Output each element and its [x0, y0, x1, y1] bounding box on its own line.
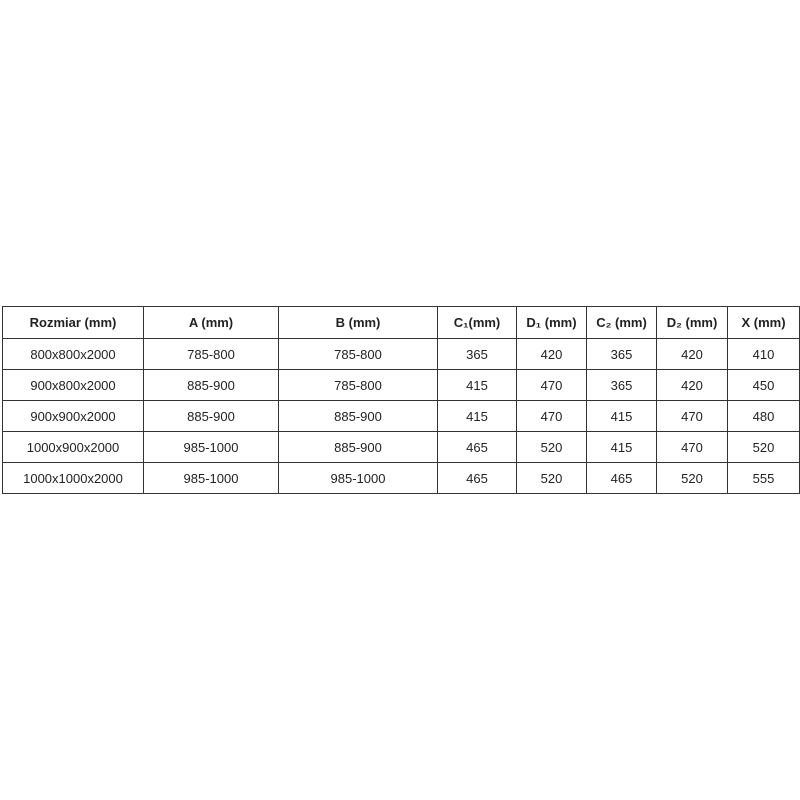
table-cell: 800x800x2000 — [2, 338, 144, 370]
table-cell: 420 — [516, 338, 587, 370]
table-cell: 520 — [727, 431, 800, 463]
table-cell: 520 — [656, 462, 728, 494]
table-cell: 410 — [727, 338, 800, 370]
table-cell: 465 — [437, 462, 517, 494]
table-cell: 520 — [516, 462, 587, 494]
table-cell: 1000x900x2000 — [2, 431, 144, 463]
table-cell: 480 — [727, 400, 800, 432]
table-cell: 450 — [727, 369, 800, 401]
column-header: B (mm) — [278, 306, 438, 339]
column-header: D₁ (mm) — [516, 306, 587, 339]
table-cell: 885-900 — [143, 369, 279, 401]
column-header: C₁(mm) — [437, 306, 517, 339]
table-cell: 415 — [437, 400, 517, 432]
table-cell: 420 — [656, 369, 728, 401]
table-cell: 465 — [437, 431, 517, 463]
table-cell: 885-900 — [278, 431, 438, 463]
column-header: X (mm) — [727, 306, 800, 339]
table-cell: 885-900 — [278, 400, 438, 432]
table-row: 800x800x2000 785-800 785-800 365 420 365 420 41… — [2, 338, 800, 370]
table-cell: 420 — [656, 338, 728, 370]
table-cell: 470 — [516, 369, 587, 401]
table-cell: 415 — [586, 400, 657, 432]
column-header: A (mm) — [143, 306, 279, 339]
table-cell: 470 — [656, 400, 728, 432]
table-cell: 1000x1000x2000 — [2, 462, 144, 494]
table-cell: 520 — [516, 431, 587, 463]
column-header: C₂ (mm) — [586, 306, 657, 339]
table-cell: 785-800 — [278, 369, 438, 401]
table-cell: 985-1000 — [143, 462, 279, 494]
table-cell: 365 — [437, 338, 517, 370]
table-row: 900x900x2000 885-900 885-900 415 470 415 470 48… — [2, 400, 800, 432]
table-cell: 985-1000 — [143, 431, 279, 463]
table-row: 900x800x2000 885-900 785-800 415 470 365 420 45… — [2, 369, 800, 401]
table-cell: 900x900x2000 — [2, 400, 144, 432]
table-cell: 365 — [586, 338, 657, 370]
table-cell: 470 — [656, 431, 728, 463]
table-cell: 415 — [437, 369, 517, 401]
table-row: 1000x1000x2000 985-1000 985-1000 465 520 465 5… — [2, 462, 800, 494]
table-cell: 470 — [516, 400, 587, 432]
table-cell: 900x800x2000 — [2, 369, 144, 401]
table-cell: 885-900 — [143, 400, 279, 432]
size-table: Rozmiar (mm) A (mm) B (mm) C₁(mm) D₁ (mm) C₂ … — [2, 306, 800, 494]
column-header: Rozmiar (mm) — [2, 306, 144, 339]
table-cell: 985-1000 — [278, 462, 438, 494]
table-header-row: Rozmiar (mm) A (mm) B (mm) C₁(mm) D₁ (mm) C₂ … — [2, 306, 800, 339]
table-cell: 785-800 — [278, 338, 438, 370]
table-cell: 555 — [727, 462, 800, 494]
table-cell: 415 — [586, 431, 657, 463]
table-row: 1000x900x2000 985-1000 885-900 465 520 415 470… — [2, 431, 800, 463]
table-cell: 365 — [586, 369, 657, 401]
column-header: D₂ (mm) — [656, 306, 728, 339]
table-cell: 785-800 — [143, 338, 279, 370]
table-cell: 465 — [586, 462, 657, 494]
